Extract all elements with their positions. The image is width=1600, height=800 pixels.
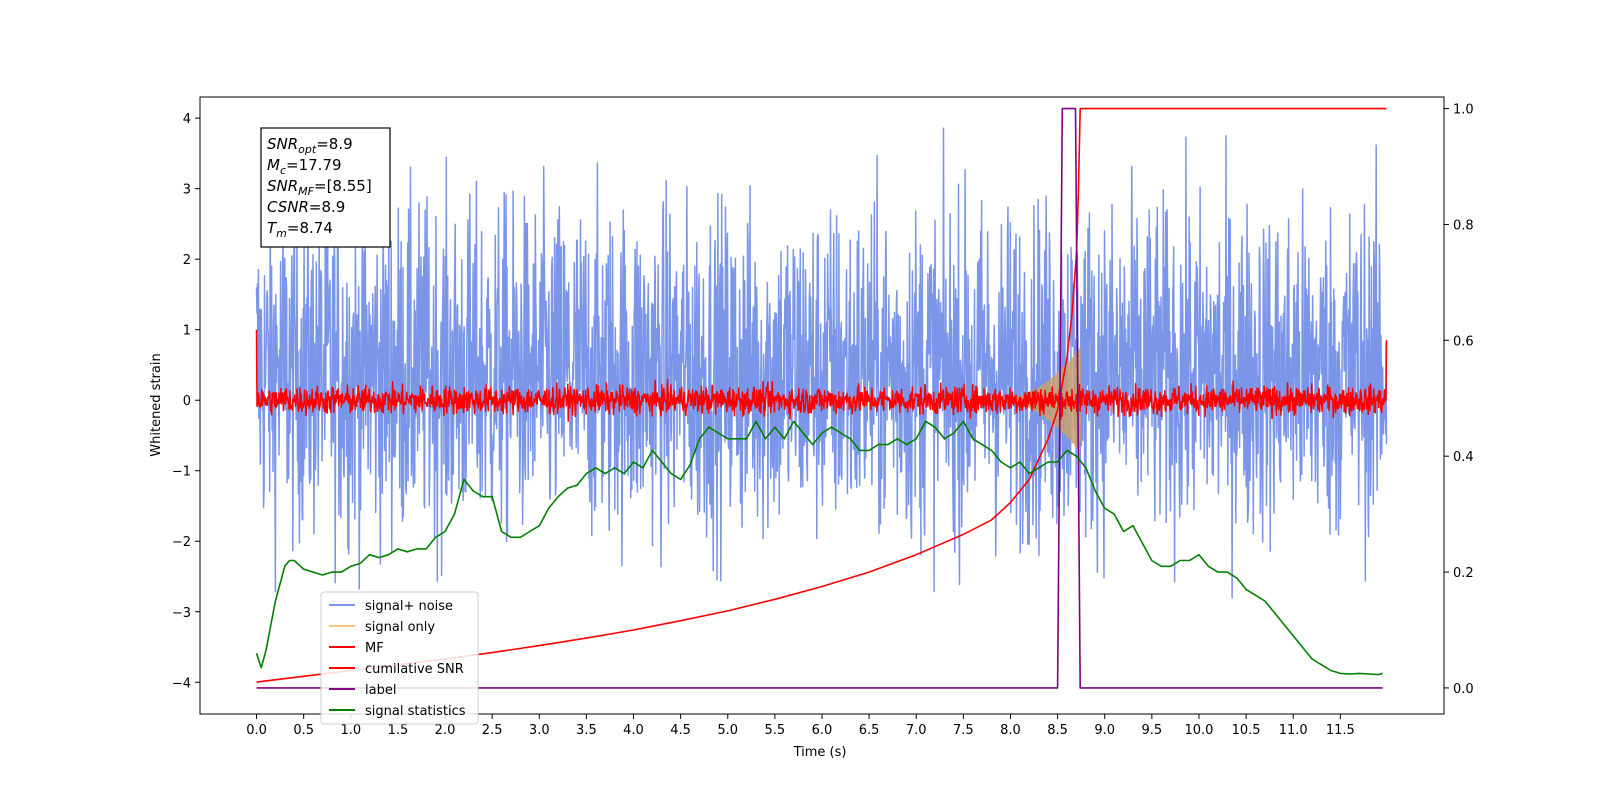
annotation-value: =[8.55] [314, 177, 372, 195]
annotation-symbol: CSNR [267, 198, 309, 216]
legend: signal+ noise signal only MF cumilative SNR… [320, 591, 479, 725]
x-tick-label: 8.0 [1000, 723, 1021, 738]
x-tick-label: 8.5 [1047, 723, 1068, 738]
legend-label: signal statistics [365, 704, 466, 719]
y2-tick-label: 0.6 [1453, 334, 1474, 349]
x-tick-label: 9.0 [1094, 723, 1115, 738]
x-tick-label: 1.0 [340, 723, 361, 738]
annotation-subscript: MF [298, 185, 314, 198]
annotation-value: =8.74 [287, 219, 333, 237]
y2-tick-label: 0.0 [1453, 682, 1474, 697]
y-axis-left: 4 3 2 1 0 −1 −2 −3 −4 [172, 112, 200, 691]
annotation-line: Mc=17.79 [267, 156, 342, 177]
y2-tick-label: 0.2 [1453, 566, 1474, 581]
x-axis: 0.0 0.5 1.0 1.5 2.0 2.5 3.0 3.5 4.0 4.5 5.0 5.5 6.0 6… [246, 714, 1355, 738]
x-tick-label: 5.5 [765, 723, 786, 738]
annotation-line: SNRopt=8.9 [267, 135, 353, 156]
annotation-frame [260, 127, 391, 248]
legend-frame [320, 591, 479, 725]
x-tick-label: 2.0 [435, 723, 456, 738]
x-axis-label: Time (s) [793, 745, 847, 760]
annotation-symbol: T [267, 219, 278, 237]
x-tick-label: 5.0 [717, 723, 738, 738]
legend-label: cumilative SNR [365, 662, 464, 677]
x-tick-label: 1.5 [388, 723, 409, 738]
x-tick-label: 4.0 [623, 723, 644, 738]
x-tick-label: 7.5 [953, 723, 974, 738]
y2-tick-label: 1.0 [1453, 103, 1474, 118]
annotation-symbol: SNR [267, 177, 298, 195]
annotation-line: CSNR=8.9 [267, 198, 345, 216]
annotation-line: Tm=8.74 [267, 219, 333, 240]
annotation-symbol: M [267, 156, 280, 174]
annotation-box: SNRopt=8.9Mc=17.79SNRMF=[8.55]CSNR=8.9Tm… [260, 127, 391, 248]
annotation-subscript: c [280, 164, 286, 177]
y-tick-label: 3 [183, 183, 191, 198]
x-tick-label: 6.0 [812, 723, 833, 738]
series-line-4 [256, 107, 1383, 689]
annotation-value: =17.79 [286, 156, 342, 174]
legend-label: signal+ noise [365, 599, 453, 614]
y-axis-label: Whitened strain [149, 353, 164, 456]
legend-label: signal only [365, 620, 435, 635]
x-tick-label: 6.5 [859, 723, 880, 738]
annotation-value: =8.9 [309, 198, 345, 216]
x-tick-label: 2.5 [482, 723, 503, 738]
x-tick-label: 0.5 [293, 723, 314, 738]
x-tick-label: 4.5 [670, 723, 691, 738]
y-tick-label: −1 [172, 465, 191, 480]
x-tick-label: 11.0 [1279, 723, 1308, 738]
x-tick-label: 10.0 [1184, 723, 1213, 738]
y-tick-label: 1 [183, 324, 191, 339]
legend-label: MF [365, 641, 384, 656]
annotation-value: =8.9 [316, 135, 352, 153]
annotation-subscript: m [276, 227, 287, 240]
annotation-line: SNRMF=[8.55] [267, 177, 372, 198]
x-tick-label: 11.5 [1326, 723, 1355, 738]
y-axis-right: 0.0 0.2 0.4 0.6 0.8 1.0 [1444, 103, 1474, 697]
annotation-subscript: opt [298, 143, 317, 156]
y2-tick-label: 0.8 [1453, 218, 1474, 233]
y-tick-label: −3 [172, 606, 191, 621]
y-tick-label: 0 [183, 394, 191, 409]
x-tick-label: 0.0 [246, 723, 267, 738]
series-line-2 [255, 329, 1388, 422]
x-tick-label: 9.5 [1142, 723, 1163, 738]
x-tick-label: 3.5 [576, 723, 597, 738]
y-tick-label: −2 [172, 535, 191, 550]
y2-tick-label: 0.4 [1453, 450, 1474, 465]
x-tick-label: 7.0 [906, 723, 927, 738]
x-tick-label: 3.0 [529, 723, 550, 738]
y-tick-label: −4 [172, 676, 191, 691]
legend-label: label [365, 683, 396, 698]
y-tick-label: 2 [183, 253, 191, 268]
series-line-5 [255, 420, 1383, 676]
annotation-symbol: SNR [267, 135, 298, 153]
y-tick-label: 4 [183, 112, 191, 127]
x-tick-label: 10.5 [1232, 723, 1261, 738]
